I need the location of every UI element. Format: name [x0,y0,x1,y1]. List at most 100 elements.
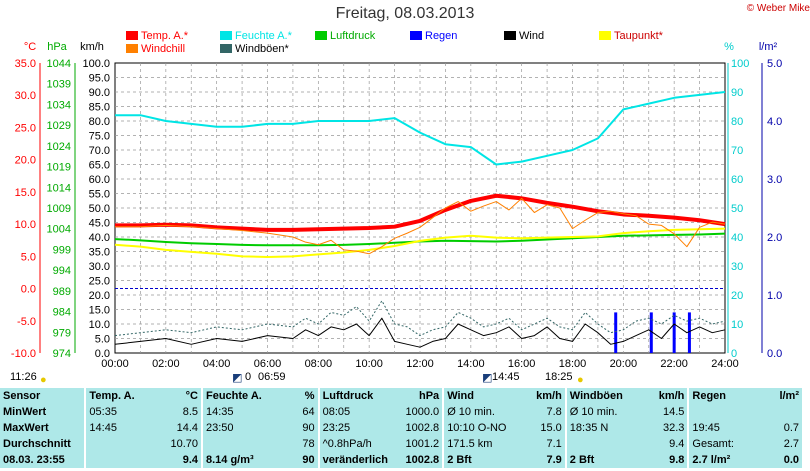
legend-item-humidity: Feuchte A.* [220,30,292,42]
stats-cell: 64 [302,406,315,418]
wind-tick-label: 65.0 [89,160,110,172]
rain-tick-label: 5.0 [767,58,782,70]
stats-cell: 0.7 [783,422,799,434]
x-tick-label: 18:00 [559,358,587,370]
sun-timeline: 11:26 ● ◩ 0 06:59 ◩ 14:45 18:25 ● [0,371,810,386]
stats-cell: 23:50 [200,420,278,436]
stats-row: MaxWert 14:45 14.4 23:50 90 23:25 1002.8 10:10 … [0,420,802,436]
series-feuchte-a- [115,91,726,166]
stats-cell: Gesamt: [687,436,758,452]
stats-cell: 08:05 [317,404,396,420]
stats-cell: 2 Bft [442,452,519,468]
pressure-tick-label: 989 [53,286,71,298]
humidity-tick-label: 50 [731,203,743,215]
legend-item-gusts: Windböen* [220,43,289,55]
stats-row: Durchschnitt 10.70 78 ^0.8hPa/h 1001.2 171.5 … [0,436,802,452]
pressure-tick-label: 1009 [47,203,71,215]
series-windchill [115,197,726,255]
axis-unit-temp: °C [24,41,36,53]
stats-cell: 8.5 [182,406,198,418]
pressure-tick-label: 1014 [47,182,71,194]
stats-cell: 9.4 [182,454,198,466]
stats-row: MinWert 05:35 8.5 14:35 64 08:05 1000.0 Ø 10 mi… [0,404,802,420]
series-taupunkt- [114,227,726,258]
wind-tick-label: 5.0 [95,334,110,346]
stats-cell [84,452,155,468]
stats-cell: 7.1 [546,438,562,450]
stats-cell: 14.5 [662,406,685,418]
temp-tick-label: 5.0 [21,251,36,263]
stats-cell [84,436,155,452]
stats-cell: 1001.2 [405,438,440,450]
rain-tick-label: 0.0 [767,348,782,360]
stats-cell: 7.8 [546,406,562,418]
stats-cell: Ø 10 min. [564,404,644,420]
copyright[interactable]: © Weber Mike [746,3,810,14]
humidity-tick-label: 100 [731,58,749,70]
pressure-tick-label: 1019 [47,162,71,174]
rain-tick-label: 2.0 [767,232,782,244]
stats-header-row: Sensor Temp. A. °C Feuchte A. % Luftdruc… [3,388,799,404]
stats-table: Sensor Temp. A. °C Feuchte A. % Luftdruc… [0,388,802,468]
stats-cell: 9.8 [669,454,685,466]
x-tick-label: 14:00 [457,358,485,370]
x-tick-label: 16:00 [508,358,536,370]
stats-cell: MaxWert [3,422,49,434]
humidity-tick-label: 10 [731,319,743,331]
axis-unit-rain: l/m² [759,41,778,53]
humidity-tick-label: 30 [731,261,743,273]
series-temp-a- [115,193,726,232]
wind-tick-label: 40.0 [89,232,110,244]
x-tick-label: 00:00 [101,358,129,370]
humidity-tick-label: 40 [731,232,743,244]
pressure-tick-label: 1034 [47,99,71,111]
sun-max-icon: ◩ [482,372,493,384]
stats-cell: 14:35 [200,404,278,420]
stats-cell: 2.7 l/m² [687,452,758,468]
temp-tick-label: 0.0 [21,284,36,296]
sunset-dot-icon: ● [577,374,584,386]
stats-cell: 32.3 [662,422,685,434]
wind-tick-label: 75.0 [89,131,110,143]
stats-cell: 14:45 [84,420,155,436]
wind-tick-label: 100.0 [82,58,110,70]
wind-tick-label: 10.0 [89,319,110,331]
stats-cell: 8.14 g/m³ [200,452,278,468]
wind-tick-label: 15.0 [89,305,110,317]
stats-cell: 18:35 N [564,420,644,436]
wind-tick-label: 0.0 [95,348,110,360]
wind-tick-label: 80.0 [89,116,110,128]
stats-cell: 7.9 [546,454,562,466]
stats-cell: 0.0 [783,454,799,466]
stats-cell [200,436,278,452]
legend-item-wind: Wind [504,30,544,42]
wind-tick-label: 90.0 [89,87,110,99]
sunset-time: 18:25 [545,371,573,383]
pressure-tick-label: 1044 [47,58,71,70]
axis-unit-pressure: hPa [47,41,67,53]
stats-cell: 1000.0 [405,406,440,418]
legend-item-windchill: Windchill [126,43,185,55]
x-tick-label: 12:00 [406,358,434,370]
sunrise-time: 06:59 [258,371,286,383]
stats-cell: Durchschnitt [3,438,71,450]
x-tick-label: 08:00 [305,358,333,370]
pressure-tick-label: 1039 [47,79,71,91]
x-tick-label: 22:00 [660,358,688,370]
rain-tick-label: 4.0 [767,116,782,128]
stats-cell: 90 [302,454,315,466]
wind-tick-label: 25.0 [89,276,110,288]
wind-tick-label: 20.0 [89,290,110,302]
legend: Temp. A.* Feuchte A.* Luftdruck Regen Wi… [0,30,810,60]
humidity-tick-label: 90 [731,87,743,99]
stats-cell: 1002.8 [405,454,440,466]
stats-cell [758,404,802,420]
stats-cell: 9.4 [669,438,685,450]
pressure-tick-label: 984 [53,307,71,319]
temp-tick-label: -5.0 [17,316,36,328]
stats-cell: MinWert [3,406,47,418]
stats-cell: 08.03. 23:55 [3,454,65,466]
stats-cell: 1002.8 [405,422,440,434]
stats-cell: 10:10 O-NO [442,420,519,436]
humidity-tick-label: 20 [731,290,743,302]
